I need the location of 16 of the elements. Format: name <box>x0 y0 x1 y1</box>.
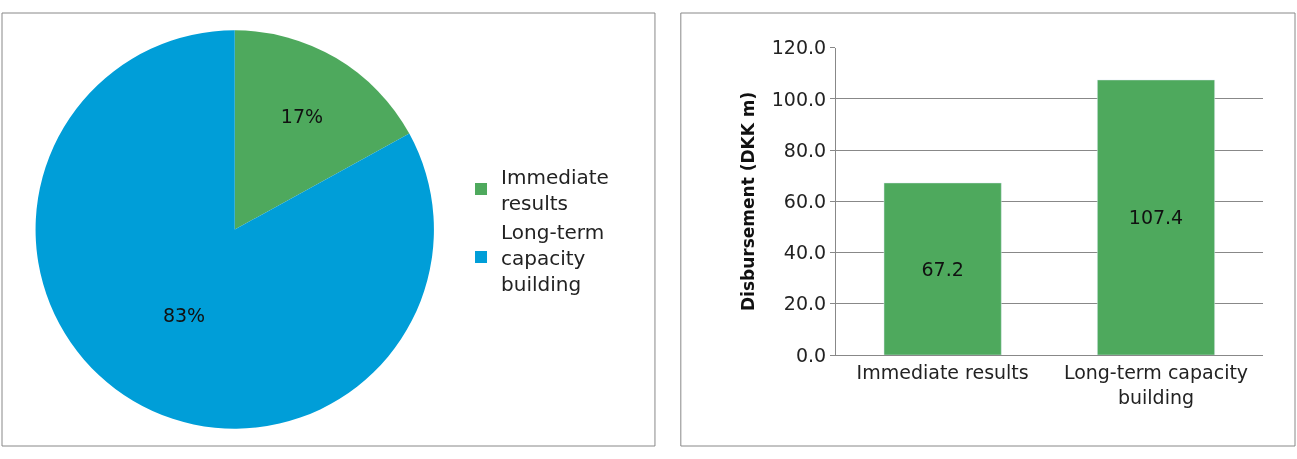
y-axis-title: Disbursement (DKK m) <box>738 91 759 312</box>
data-label: 67.2 <box>921 257 964 280</box>
y-tick-label: 100.0 <box>771 87 827 110</box>
y-tick-label: 80.0 <box>783 138 827 161</box>
legend-label: Long-term capacity building <box>501 219 605 296</box>
y-tick-label: 120.0 <box>771 36 827 59</box>
data-label: 83% <box>162 304 206 327</box>
y-tick-label: 20.0 <box>783 292 827 315</box>
pie-slice <box>35 30 434 429</box>
y-tick-label: 60.0 <box>783 190 827 213</box>
pie-slice <box>234 30 410 230</box>
y-tick-label: 0.0 <box>795 343 827 366</box>
data-label: 17% <box>280 104 324 127</box>
legend-label: Immediate results <box>501 164 609 215</box>
y-tick-label: 40.0 <box>783 241 827 264</box>
data-label: 107.4 <box>1128 206 1184 229</box>
